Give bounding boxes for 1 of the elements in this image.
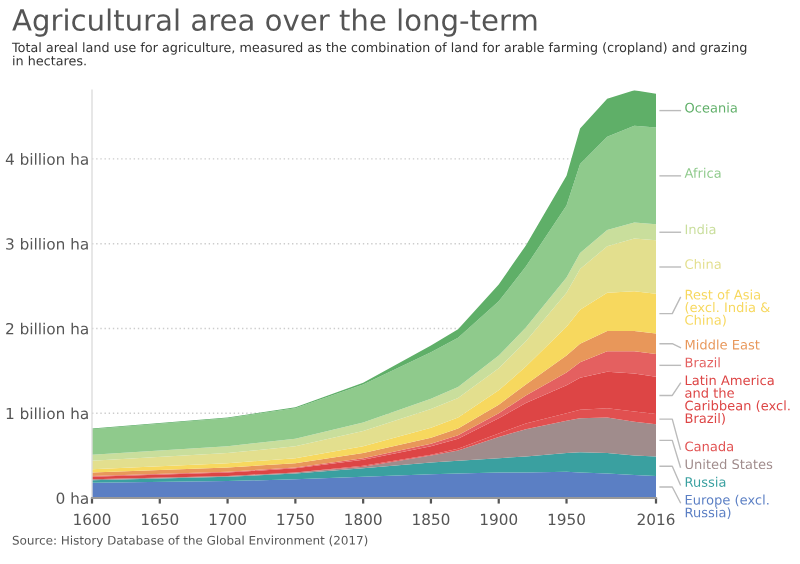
chart-title: Agricultural area over the long-term — [12, 8, 537, 37]
